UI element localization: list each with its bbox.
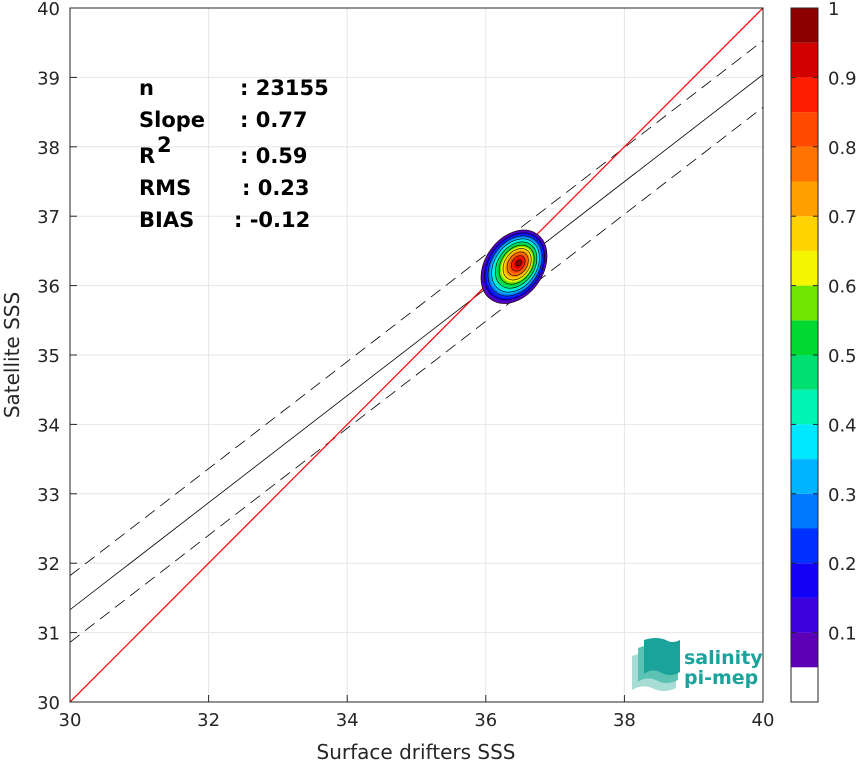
- y-axis-label: Satellite SSS: [0, 292, 24, 418]
- colorbar-band: [791, 8, 818, 43]
- stat-value: : 0.23: [242, 176, 310, 200]
- y-tick-label: 35: [37, 346, 60, 367]
- y-tick-label: 34: [37, 415, 60, 436]
- stat-value: : 23155: [240, 76, 329, 100]
- colorbar-band: [791, 181, 818, 217]
- statistics-box: n : 23155 Slope : 0.77 R 2 : 0.59 RMS : 0.23 BIAS…: [139, 76, 329, 232]
- stat-value: : -0.12: [234, 208, 310, 232]
- colorbar-band: [791, 493, 818, 529]
- colorbar-band: [791, 250, 818, 286]
- colorbar-tick-label: 1: [828, 0, 839, 20]
- colorbar-band: [791, 389, 818, 425]
- identity-line: [70, 8, 763, 702]
- colorbar-tick-label: 0.6: [828, 277, 857, 298]
- colorbar-band: [791, 355, 818, 390]
- density-contours: [480, 229, 548, 304]
- colorbar-tick-label: 0.3: [828, 485, 857, 506]
- colorbar-band: [791, 528, 818, 564]
- x-tick-label: 36: [474, 710, 497, 731]
- y-tick-label: 36: [37, 277, 60, 298]
- colorbar-band: [791, 632, 818, 668]
- y-tick-label: 32: [37, 554, 60, 575]
- colorbar: 0.1 0.2 0.3 0.4 0.5 0.6 0.7 0.8 0.9 1: [790, 0, 857, 703]
- grid: [69, 7, 764, 703]
- colorbar-band: [791, 563, 818, 598]
- x-axis-label: Surface drifters SSS: [317, 740, 516, 764]
- x-tick-label: 40: [752, 710, 775, 731]
- stat-label: n: [139, 76, 154, 100]
- stat-value: : 0.59: [240, 144, 308, 168]
- x-tick-label: 30: [59, 710, 82, 731]
- logo-waves-icon: [632, 638, 680, 691]
- y-tick-label: 30: [37, 693, 60, 714]
- colorbar-band: [791, 42, 818, 78]
- colorbar-tick-label: 0.2: [828, 554, 857, 575]
- colorbar-band: [791, 320, 818, 355]
- reference-lines: [70, 8, 763, 702]
- colorbar-band: [791, 597, 818, 633]
- x-axis-ticks: 30 32 34 36 38 40: [59, 695, 775, 731]
- colorbar-tick-label: 0.7: [828, 207, 857, 228]
- y-tick-label: 39: [37, 68, 60, 89]
- stat-label: RMS: [139, 176, 191, 200]
- colorbar-band: [791, 667, 818, 702]
- salinity-pi-mep-logo: salinity pi-mep: [632, 638, 763, 691]
- logo-text-pi-mep: pi-mep: [684, 667, 758, 689]
- colorbar-tick-label: 0.4: [828, 415, 857, 436]
- regression-line: [70, 74, 763, 611]
- stat-label: BIAS: [139, 208, 194, 232]
- colorbar-tick-label: 0.9: [828, 68, 857, 89]
- density-contour: [515, 259, 522, 267]
- y-tick-label: 31: [37, 624, 60, 645]
- confidence-band-line: [70, 106, 763, 643]
- colorbar-band: [791, 216, 818, 251]
- y-axis-ticks: 30 31 32 33 34 35 36 37 38 39 40: [37, 0, 77, 714]
- stat-value: : 0.77: [240, 108, 308, 132]
- logo-text-salinity: salinity: [684, 647, 763, 669]
- colorbar-tick-label: 0.5: [828, 346, 857, 367]
- colorbar-tick-label: 0.1: [828, 624, 857, 645]
- colorbar-band: [791, 285, 818, 321]
- y-tick-label: 33: [37, 485, 60, 506]
- colorbar-band: [791, 146, 818, 182]
- colorbar-tick-label: 0.8: [828, 138, 857, 159]
- x-tick-label: 32: [197, 710, 220, 731]
- colorbar-band: [791, 459, 818, 494]
- colorbar-band: [791, 77, 818, 113]
- colorbar-band: [791, 424, 818, 460]
- x-tick-label: 34: [336, 710, 359, 731]
- stat-label-superscript: 2: [157, 133, 172, 157]
- stat-label: R: [139, 144, 155, 168]
- confidence-band-line: [70, 40, 763, 577]
- colorbar-band: [791, 112, 818, 147]
- stat-label: Slope: [139, 108, 205, 132]
- x-tick-label: 38: [613, 710, 636, 731]
- y-tick-label: 37: [37, 207, 60, 228]
- y-tick-label: 40: [37, 0, 60, 20]
- y-tick-label: 38: [37, 138, 60, 159]
